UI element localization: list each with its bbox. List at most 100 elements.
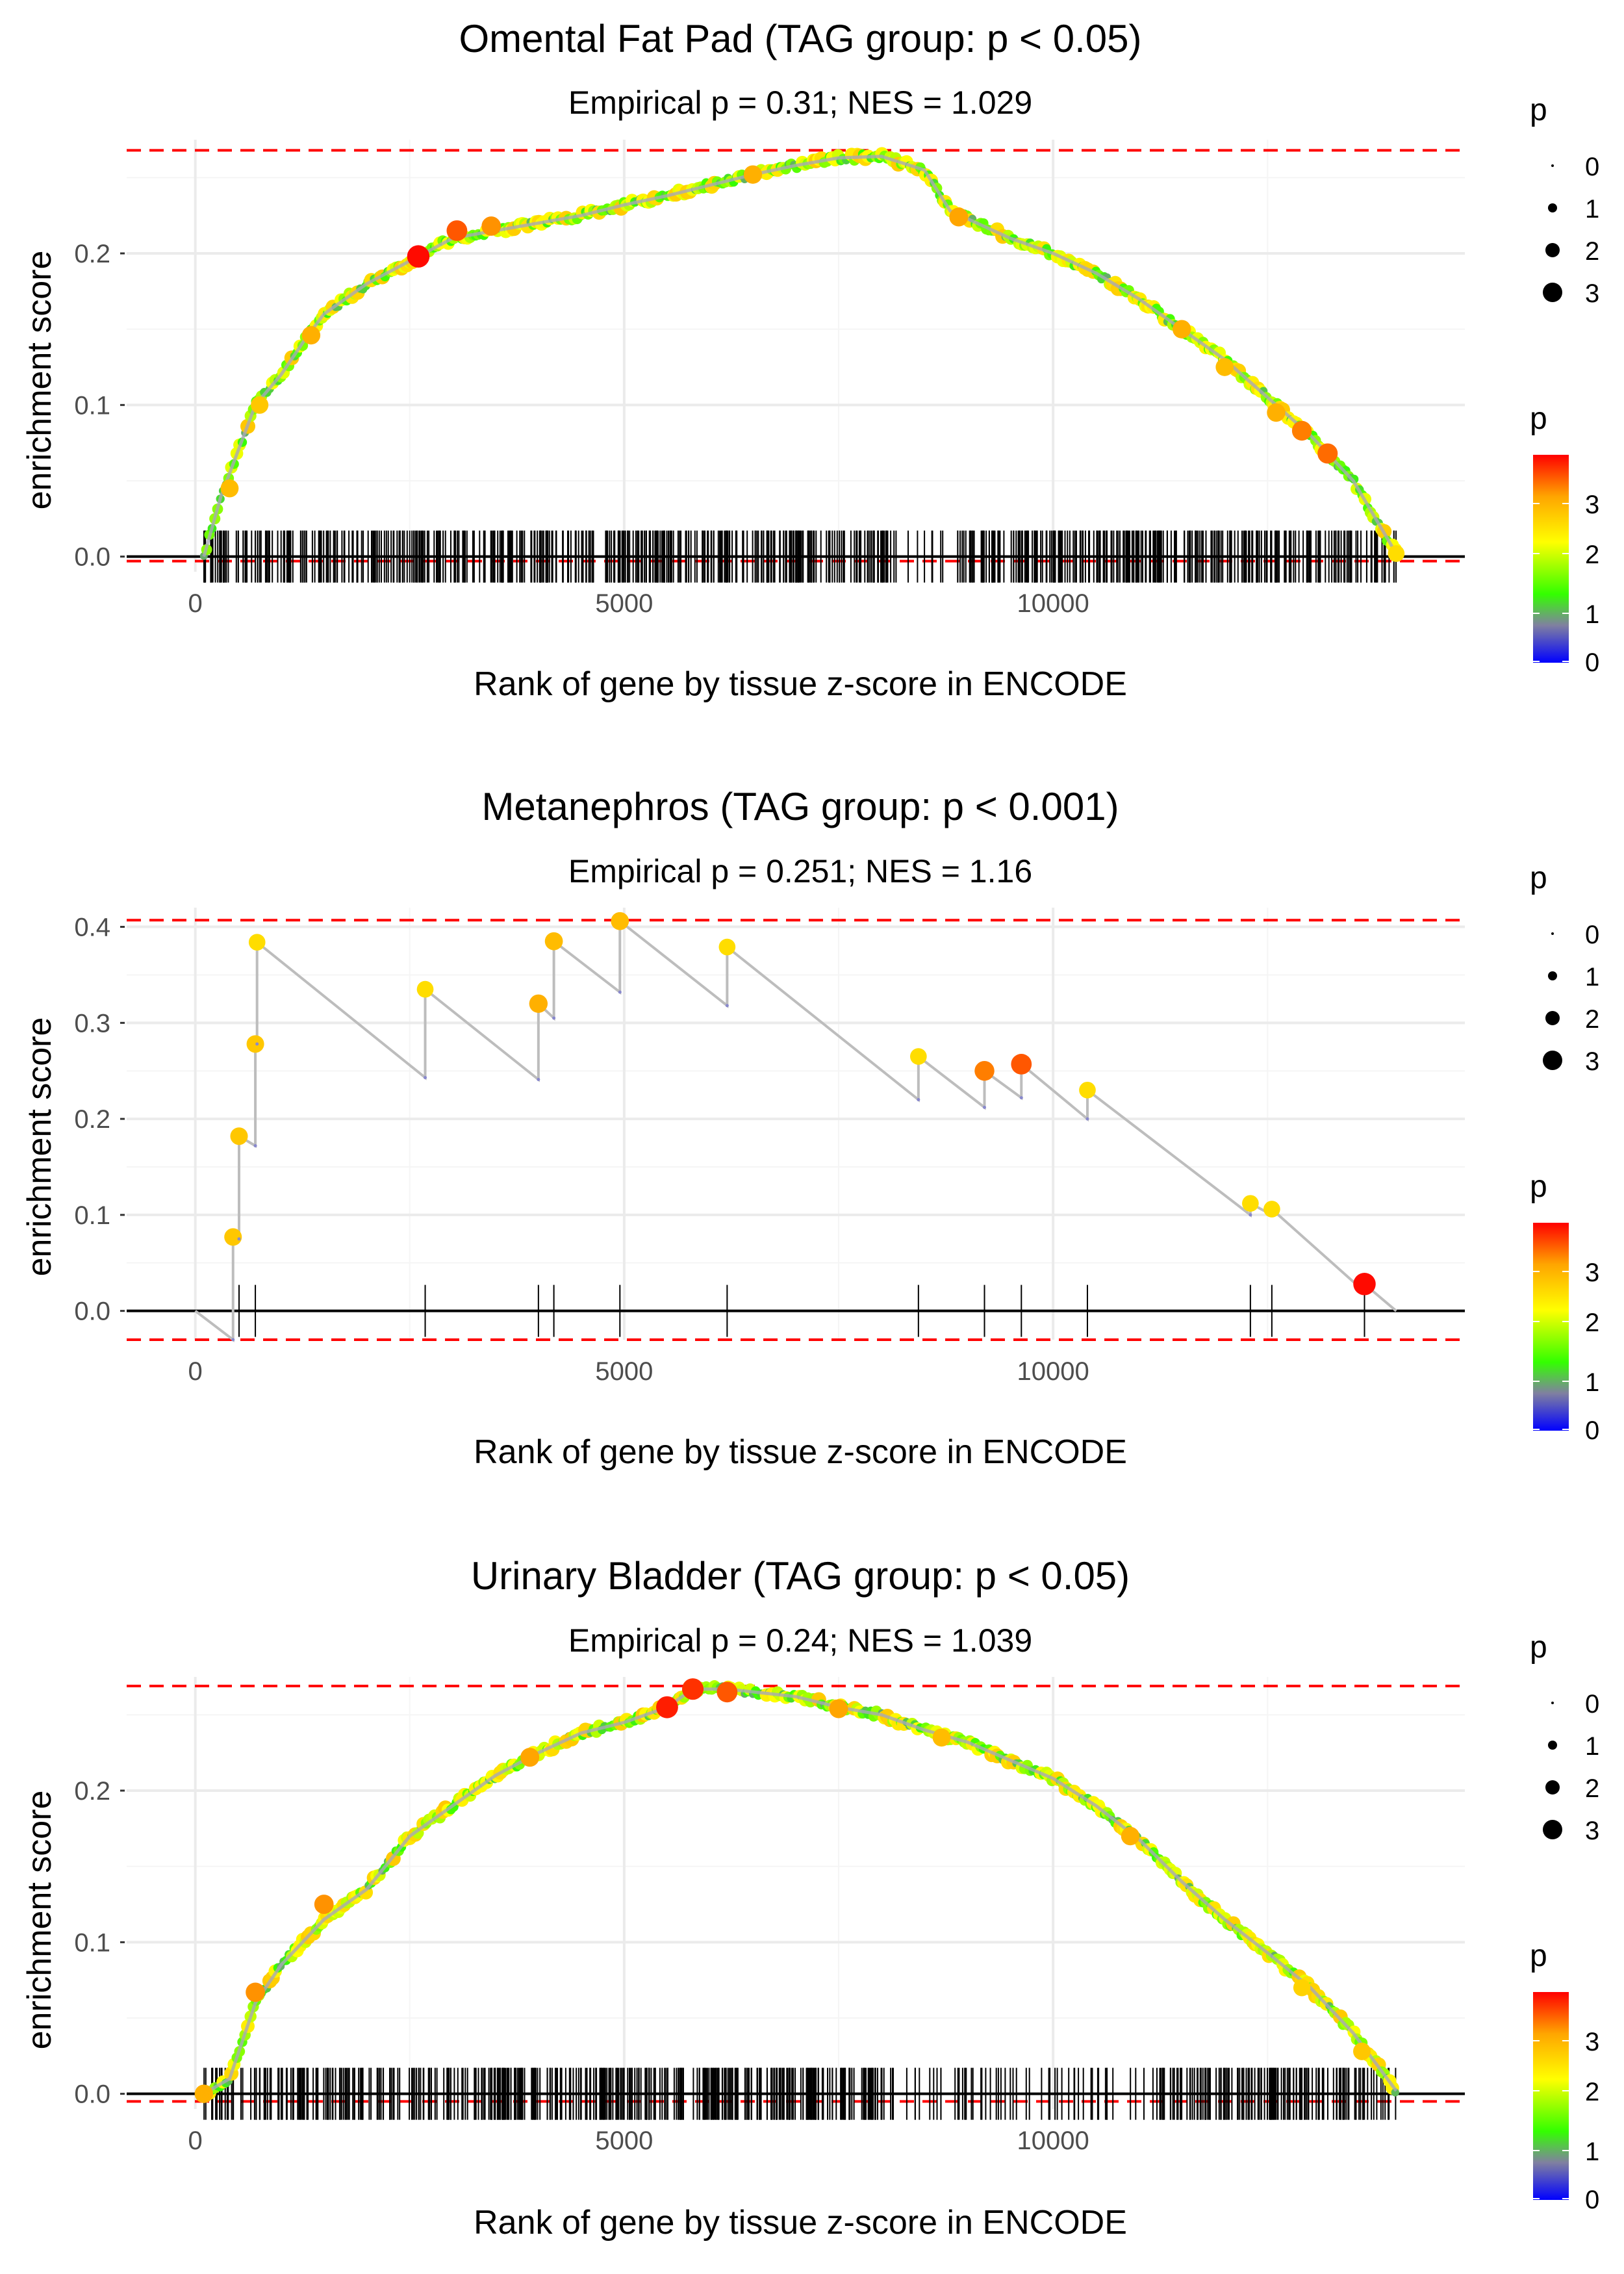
- legend-color-label-2: 2: [1585, 541, 1599, 569]
- es-point-highlight: [717, 1681, 738, 1703]
- es-point: [416, 980, 434, 998]
- panel-omental-fat-pad: Omental Fat Pad (TAG group: p < 0.05) Em…: [21, 17, 1599, 703]
- es-point-low: [725, 1004, 729, 1008]
- legend-size-label-1: 1: [1585, 1732, 1599, 1761]
- es-point-highlight: [1353, 2042, 1371, 2060]
- legend-color-label-1: 1: [1585, 1368, 1599, 1397]
- es-point-highlight: [1121, 1826, 1140, 1846]
- legend-size-dot-1: [1548, 971, 1557, 980]
- x-tick-label: 10000: [1017, 1357, 1089, 1386]
- x-tick-label: 10000: [1017, 589, 1089, 618]
- plot-area: 0 5000 10000 0.0 0.1 0.2: [74, 140, 1465, 618]
- es-point-highlight: [656, 1696, 678, 1718]
- legend-size-dot-2: [1545, 243, 1560, 257]
- es-point: [1242, 1195, 1259, 1212]
- legend-size-title: p: [1530, 93, 1547, 127]
- es-point: [1391, 2088, 1399, 2097]
- y-tick-label: 0.1: [74, 391, 110, 420]
- x-tick-label: 10000: [1017, 2127, 1089, 2155]
- es-point: [1011, 1053, 1032, 1075]
- es-point-highlight: [314, 1895, 334, 1914]
- y-tick-label: 0.4: [74, 913, 110, 942]
- chart-subtitle: Empirical p = 0.251; NES = 1.16: [568, 853, 1032, 889]
- y-tick-label: 0.2: [74, 1105, 110, 1134]
- legend-color-label-2: 2: [1585, 2078, 1599, 2106]
- legend-size: p 0 1 2 3: [1530, 861, 1599, 1076]
- legend-size-dot-3: [1543, 1820, 1562, 1839]
- y-tick-label: 0.1: [74, 1201, 110, 1230]
- y-tick-label: 0.3: [74, 1009, 110, 1038]
- legend-size-dot-2: [1545, 1780, 1560, 1795]
- plot-area: 0 5000 10000 0.0 0.1 0.2 0.3 0.4: [74, 908, 1465, 1386]
- es-point-highlight: [481, 216, 501, 236]
- es-point: [974, 1061, 995, 1081]
- es-point-low: [424, 1076, 427, 1080]
- x-axis-label: Rank of gene by tissue z-score in ENCODE: [474, 2204, 1127, 2242]
- es-point-highlight: [1388, 545, 1405, 562]
- y-tick-label: 0.2: [74, 1777, 110, 1806]
- es-point-highlight: [220, 479, 239, 498]
- legend-color-label-3: 3: [1585, 2028, 1599, 2056]
- y-axis-label: enrichment score: [21, 251, 58, 510]
- chart-title: Metanephros (TAG group: p < 0.001): [481, 785, 1119, 828]
- y-axis-label: enrichment score: [21, 1017, 58, 1277]
- es-point-highlight: [446, 220, 468, 241]
- es-point-highlight: [949, 207, 969, 227]
- legend-size-dot-0: [1551, 164, 1554, 167]
- legend-size-title: p: [1530, 1630, 1547, 1665]
- legend-size-label-2: 2: [1585, 237, 1599, 266]
- panel-urinary-bladder: Urinary Bladder (TAG group: p < 0.05) Em…: [21, 1554, 1599, 2242]
- y-tick-label: 0.0: [74, 1297, 110, 1326]
- legend-size-dot-0: [1551, 1702, 1554, 1704]
- es-point: [909, 1048, 927, 1065]
- es-point-highlight: [829, 1699, 848, 1718]
- legend-color: p 3 2 1 0: [1530, 402, 1599, 677]
- y-tick-label: 0.0: [74, 2080, 110, 2109]
- es-point-low: [537, 1078, 540, 1082]
- es-point-highlight: [1267, 403, 1286, 422]
- es-point-low: [255, 1042, 259, 1046]
- es-point-highlight: [932, 1728, 951, 1747]
- es-line: [194, 918, 1397, 1343]
- legend-size: p 0 1 2 3: [1530, 93, 1599, 308]
- legend-color: p 3 2 1 0: [1530, 1939, 1599, 2214]
- legend-size-dot-2: [1545, 1011, 1560, 1025]
- legend-color-label-3: 3: [1585, 491, 1599, 519]
- es-point: [611, 912, 629, 930]
- es-point-low: [231, 1338, 235, 1342]
- legend-size-label-0: 0: [1585, 1690, 1599, 1718]
- es-point-highlight: [251, 396, 269, 414]
- legend-size-label-3: 3: [1585, 1047, 1599, 1076]
- chart-title: Urinary Bladder (TAG group: p < 0.05): [471, 1554, 1130, 1598]
- legend-color-label-0: 0: [1585, 648, 1599, 677]
- es-point-cloud: [199, 147, 1402, 560]
- es-point-highlight: [194, 2084, 214, 2103]
- chart-title: Omental Fat Pad (TAG group: p < 0.05): [459, 17, 1141, 60]
- es-point-highlight: [301, 326, 321, 345]
- es-point-highlight: [1317, 443, 1338, 464]
- es-point-low: [618, 990, 622, 994]
- es-point: [224, 1228, 242, 1246]
- legend-colorbar: [1533, 1992, 1569, 2200]
- x-tick-label: 0: [188, 1357, 203, 1386]
- es-point-low: [917, 1098, 920, 1102]
- x-axis-label: Rank of gene by tissue z-score in ENCODE: [474, 1433, 1127, 1471]
- x-tick-label: 5000: [595, 589, 653, 618]
- es-point: [248, 934, 266, 951]
- legend-size-label-0: 0: [1585, 921, 1599, 949]
- chart-subtitle: Empirical p = 0.24; NES = 1.039: [568, 1622, 1032, 1659]
- es-point-highlight: [1293, 1979, 1311, 1997]
- es-point-highlight: [407, 245, 430, 268]
- es-point: [1079, 1081, 1096, 1099]
- es-point: [246, 1035, 264, 1053]
- chart-subtitle: Empirical p = 0.31; NES = 1.029: [568, 84, 1032, 121]
- legend-color-title: p: [1530, 402, 1547, 436]
- es-point: [529, 994, 548, 1013]
- legend-color-label-1: 1: [1585, 2138, 1599, 2166]
- legend-color-label-0: 0: [1585, 2186, 1599, 2214]
- es-point-highlight: [246, 1982, 265, 2002]
- y-tick-label: 0.1: [74, 1928, 110, 1957]
- panel-metanephros: Metanephros (TAG group: p < 0.001) Empir…: [21, 785, 1599, 1471]
- es-point: [544, 932, 563, 951]
